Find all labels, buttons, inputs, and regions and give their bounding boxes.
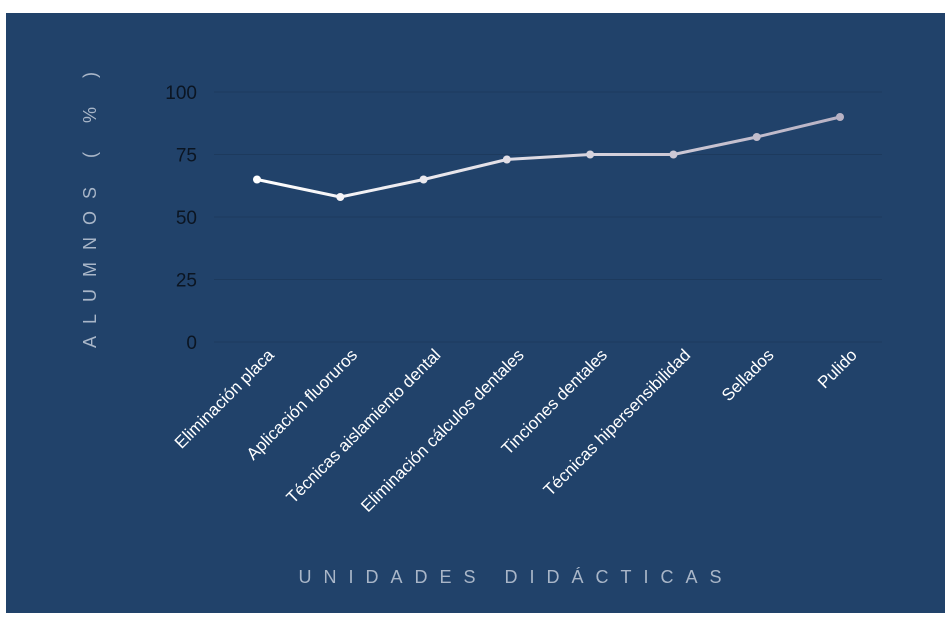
y-tick-label: 75 [176,146,197,167]
gridlines [214,91,882,343]
data-point [836,113,844,121]
data-point [669,150,678,159]
x-tick-label: Eliminación cálculos dentales [357,345,527,515]
series-line [256,115,841,199]
y-tick-label: 25 [176,271,197,292]
y-tick-label: 50 [176,208,197,229]
x-tick-label: Técnicas hipersensibilidad [540,345,694,499]
data-point [586,150,595,159]
y-axis-title: ALUMNOS ( % ) [80,60,100,348]
chart-panel [6,13,945,613]
y-tick-label: 0 [186,333,197,354]
data-point [502,155,511,164]
data-point [752,133,761,141]
y-tick-label: 100 [165,83,197,104]
data-point [253,175,261,184]
x-tick-label: Técnicas aislamiento dental [283,345,445,507]
y-axis-ticks: 0 25 50 75 100 [165,83,197,354]
data-point [419,175,428,184]
data-point [336,193,345,201]
data-points [253,113,844,201]
x-tick-label: Pulido [814,345,861,392]
x-axis-title: UNIDADES DIDÁCTICAS [298,567,733,587]
x-tick-label: Sellados [718,345,778,405]
